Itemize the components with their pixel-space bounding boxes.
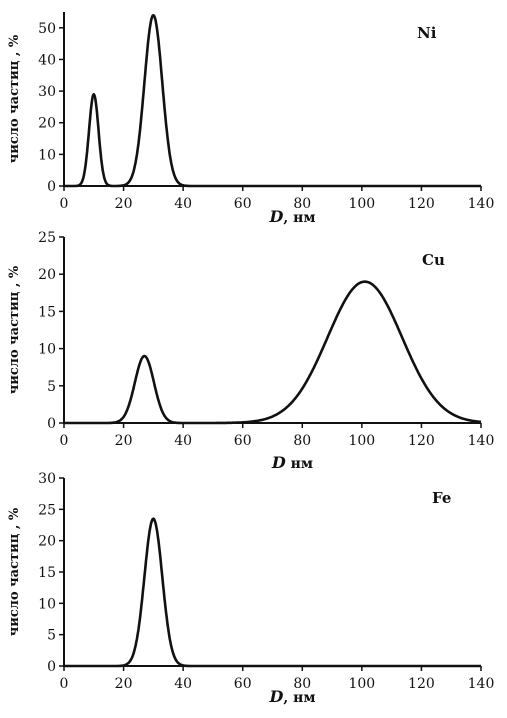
x-axis-label: D, нм	[268, 207, 315, 226]
y-tick-label: 30	[38, 471, 56, 487]
x-tick-label: 140	[468, 433, 495, 449]
y-tick-label: 20	[38, 534, 56, 550]
x-tick-label: 100	[348, 196, 375, 212]
y-tick-label: 10	[38, 596, 56, 612]
x-tick-label: 60	[234, 433, 252, 449]
y-axis-label: число частиц , %	[7, 265, 22, 394]
y-tick-label: 15	[38, 304, 56, 320]
element-label: Ni	[417, 24, 437, 42]
y-tick-label: 10	[38, 342, 56, 358]
x-tick-label: 140	[468, 196, 495, 212]
y-tick-label: 20	[38, 267, 56, 283]
x-tick-label: 20	[115, 676, 133, 692]
x-tick-label: 120	[408, 676, 435, 692]
x-axis-label: D, нм	[268, 687, 315, 706]
x-tick-label: 120	[408, 196, 435, 212]
y-tick-label: 15	[38, 565, 56, 581]
axis-lines	[64, 478, 481, 666]
y-tick-label: 50	[38, 21, 56, 37]
y-tick-label: 20	[38, 116, 56, 132]
panel-cu: 0 20 40 60 80 100 120 140 0 5 10 15 20 25 число частиц…	[7, 230, 494, 472]
x-tick-label: 20	[115, 196, 133, 212]
x-tick-label: 60	[234, 196, 252, 212]
y-tick-label: 0	[47, 659, 56, 675]
x-tick-label: 40	[174, 676, 192, 692]
x-tick-label: 120	[408, 433, 435, 449]
element-label: Fe	[432, 489, 451, 507]
x-tick-label: 0	[60, 196, 69, 212]
y-tick-label: 5	[47, 379, 56, 395]
x-tick-label: 60	[234, 676, 252, 692]
x-tick-label: 40	[174, 433, 192, 449]
y-tick-label: 0	[47, 416, 56, 432]
axis-lines	[64, 237, 481, 423]
y-axis-label: число частиц , %	[7, 507, 22, 636]
y-tick-label: 30	[38, 84, 56, 100]
distribution-curve	[64, 519, 481, 666]
y-tick-label: 5	[47, 628, 56, 644]
x-tick-label: 20	[115, 433, 133, 449]
x-tick-label: 0	[60, 676, 69, 692]
x-tick-label: 80	[293, 433, 311, 449]
distribution-curve	[64, 282, 481, 423]
y-tick-label: 25	[38, 502, 56, 518]
y-tick-label: 10	[38, 147, 56, 163]
x-tick-label: 100	[348, 433, 375, 449]
x-tick-label: 100	[348, 676, 375, 692]
x-axis-label: D нм	[271, 453, 313, 472]
x-tick-label: 0	[60, 433, 69, 449]
y-tick-label: 40	[38, 52, 56, 68]
y-tick-label: 25	[38, 230, 56, 246]
x-tick-label: 140	[468, 676, 495, 692]
element-label: Cu	[422, 251, 445, 269]
x-tick-label: 40	[174, 196, 192, 212]
y-tick-label: 0	[47, 179, 56, 195]
y-axis-label: число частиц , %	[7, 34, 22, 163]
